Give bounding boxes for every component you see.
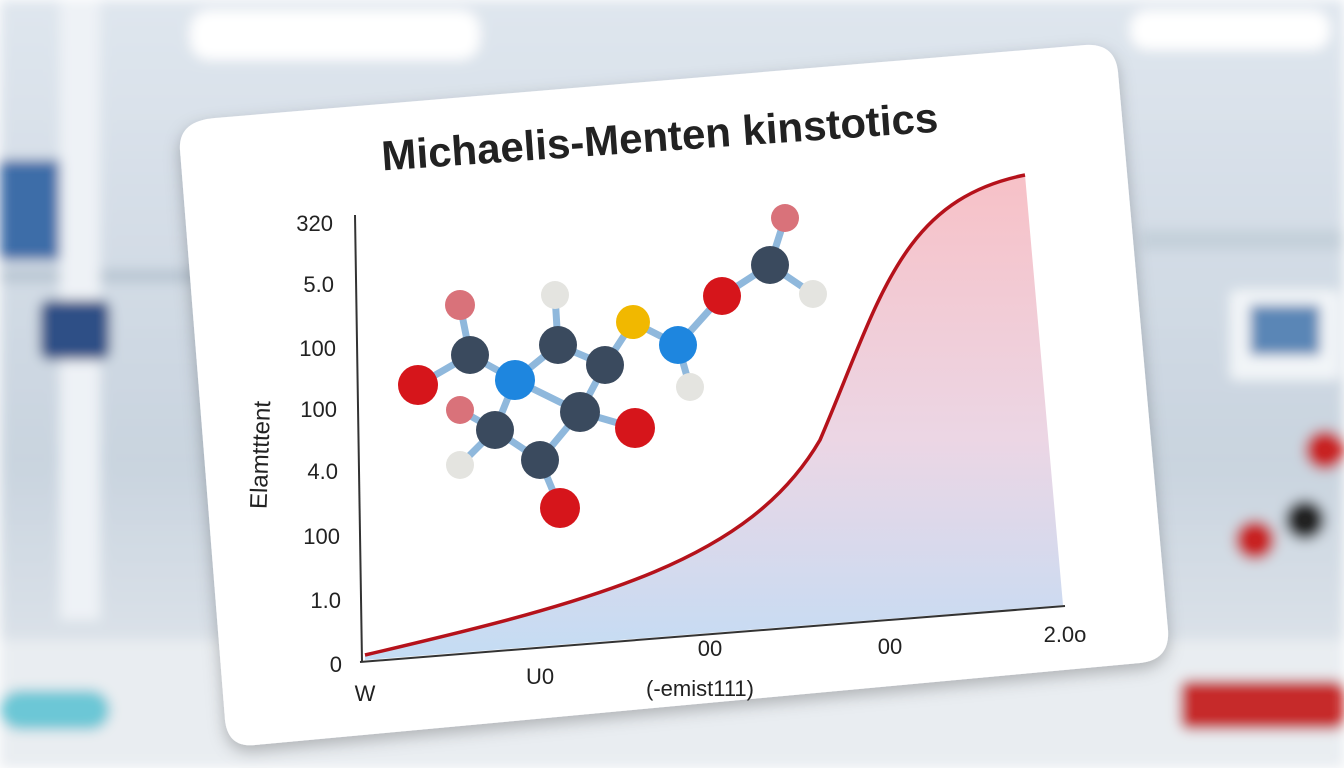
x-tick-label: 00 [698,636,722,661]
y-tick-label: 100 [299,336,336,361]
y-tick-label: 320 [296,211,333,236]
y-tick-label: 5.0 [303,272,334,297]
molecule [398,204,827,528]
x-tick-label: W [355,681,376,706]
y-tick-label: 100 [303,524,340,549]
x-tick-label: 00 [878,634,902,659]
y-tick-label: 1.0 [310,588,341,613]
x-tick-label: U0 [526,664,554,689]
curve-area [365,175,1063,660]
x-axis-label: (-emist111) [646,676,754,701]
y-tick-label: 0 [330,652,342,677]
y-axis [354,214,363,663]
y-tick-label: 4.0 [307,459,338,484]
y-axis-label: Elamtttent [245,400,276,509]
x-tick-label: 2.0o [1044,622,1087,647]
curve [364,173,1026,657]
y-tick-label: 100 [300,397,337,422]
x-axis [359,605,1066,663]
